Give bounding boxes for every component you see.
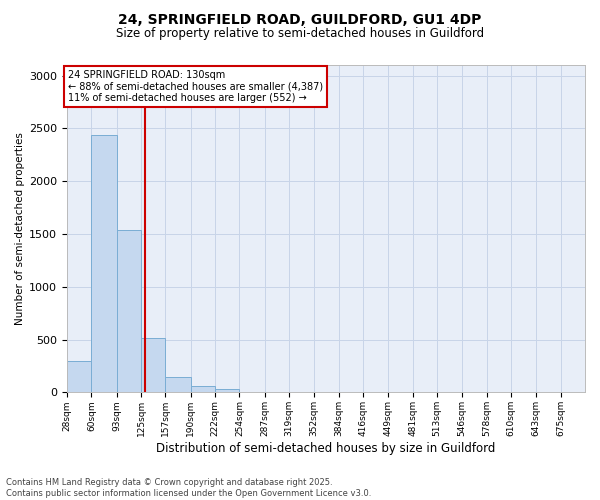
Bar	[67, 360, 91, 392]
Bar	[166, 377, 191, 392]
Text: 24 SPRINGFIELD ROAD: 130sqm
← 88% of semi-detached houses are smaller (4,387)
11: 24 SPRINGFIELD ROAD: 130sqm ← 88% of sem…	[68, 70, 323, 104]
Bar	[91, 134, 116, 392]
Bar	[116, 230, 141, 392]
Bar	[191, 386, 215, 392]
X-axis label: Distribution of semi-detached houses by size in Guildford: Distribution of semi-detached houses by …	[157, 442, 496, 455]
Text: 24, SPRINGFIELD ROAD, GUILDFORD, GU1 4DP: 24, SPRINGFIELD ROAD, GUILDFORD, GU1 4DP	[118, 12, 482, 26]
Y-axis label: Number of semi-detached properties: Number of semi-detached properties	[15, 132, 25, 325]
Text: Size of property relative to semi-detached houses in Guildford: Size of property relative to semi-detach…	[116, 28, 484, 40]
Bar	[215, 388, 239, 392]
Text: Contains HM Land Registry data © Crown copyright and database right 2025.
Contai: Contains HM Land Registry data © Crown c…	[6, 478, 371, 498]
Bar	[141, 338, 166, 392]
